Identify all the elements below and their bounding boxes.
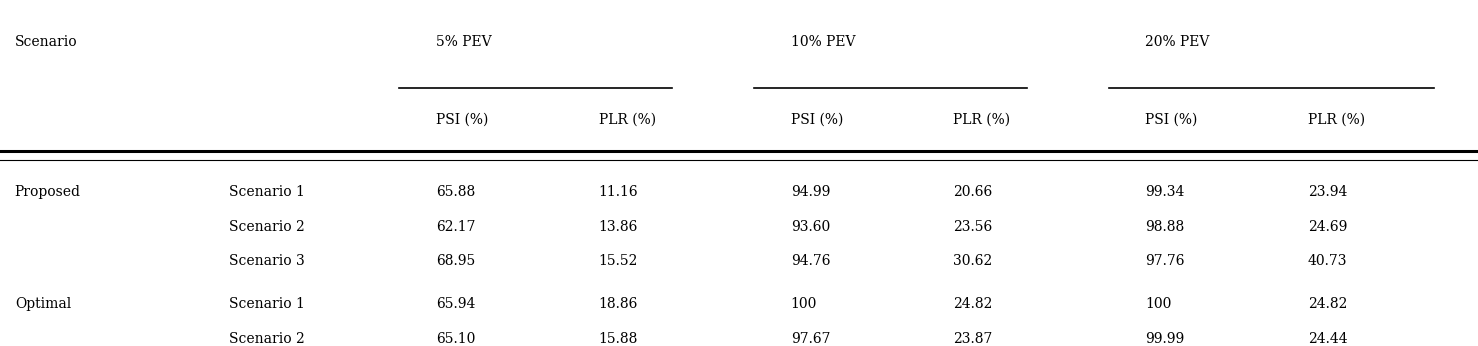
Text: Scenario 3: Scenario 3	[229, 254, 304, 268]
Text: 10% PEV: 10% PEV	[791, 35, 856, 48]
Text: 20% PEV: 20% PEV	[1145, 35, 1210, 48]
Text: 97.67: 97.67	[791, 332, 831, 346]
Text: 15.88: 15.88	[599, 332, 638, 346]
Text: 11.16: 11.16	[599, 185, 638, 199]
Text: 100: 100	[1145, 298, 1172, 311]
Text: 97.76: 97.76	[1145, 254, 1185, 268]
Text: 99.99: 99.99	[1145, 332, 1185, 346]
Text: PSI (%): PSI (%)	[436, 112, 488, 126]
Text: Optimal: Optimal	[15, 298, 71, 311]
Text: 65.88: 65.88	[436, 185, 476, 199]
Text: 15.52: 15.52	[599, 254, 638, 268]
Text: 23.87: 23.87	[953, 332, 993, 346]
Text: 62.17: 62.17	[436, 220, 476, 234]
Text: Scenario 1: Scenario 1	[229, 298, 304, 311]
Text: PLR (%): PLR (%)	[1308, 112, 1366, 126]
Text: 93.60: 93.60	[791, 220, 831, 234]
Text: 99.34: 99.34	[1145, 185, 1185, 199]
Text: 94.99: 94.99	[791, 185, 831, 199]
Text: 24.82: 24.82	[953, 298, 993, 311]
Text: 13.86: 13.86	[599, 220, 638, 234]
Text: Scenario 1: Scenario 1	[229, 185, 304, 199]
Text: 65.94: 65.94	[436, 298, 476, 311]
Text: 24.82: 24.82	[1308, 298, 1348, 311]
Text: 94.76: 94.76	[791, 254, 831, 268]
Text: 100: 100	[791, 298, 817, 311]
Text: PLR (%): PLR (%)	[953, 112, 1011, 126]
Text: 30.62: 30.62	[953, 254, 993, 268]
Text: 20.66: 20.66	[953, 185, 993, 199]
Text: 24.69: 24.69	[1308, 220, 1348, 234]
Text: 98.88: 98.88	[1145, 220, 1185, 234]
Text: 68.95: 68.95	[436, 254, 476, 268]
Text: 40.73: 40.73	[1308, 254, 1348, 268]
Text: 5% PEV: 5% PEV	[436, 35, 492, 48]
Text: 65.10: 65.10	[436, 332, 476, 346]
Text: 18.86: 18.86	[599, 298, 638, 311]
Text: Scenario 2: Scenario 2	[229, 220, 304, 234]
Text: PSI (%): PSI (%)	[791, 112, 842, 126]
Text: PLR (%): PLR (%)	[599, 112, 656, 126]
Text: 23.56: 23.56	[953, 220, 993, 234]
Text: PSI (%): PSI (%)	[1145, 112, 1197, 126]
Text: Proposed: Proposed	[15, 185, 81, 199]
Text: 23.94: 23.94	[1308, 185, 1348, 199]
Text: Scenario 2: Scenario 2	[229, 332, 304, 346]
Text: 24.44: 24.44	[1308, 332, 1348, 346]
Text: Scenario: Scenario	[15, 35, 77, 48]
